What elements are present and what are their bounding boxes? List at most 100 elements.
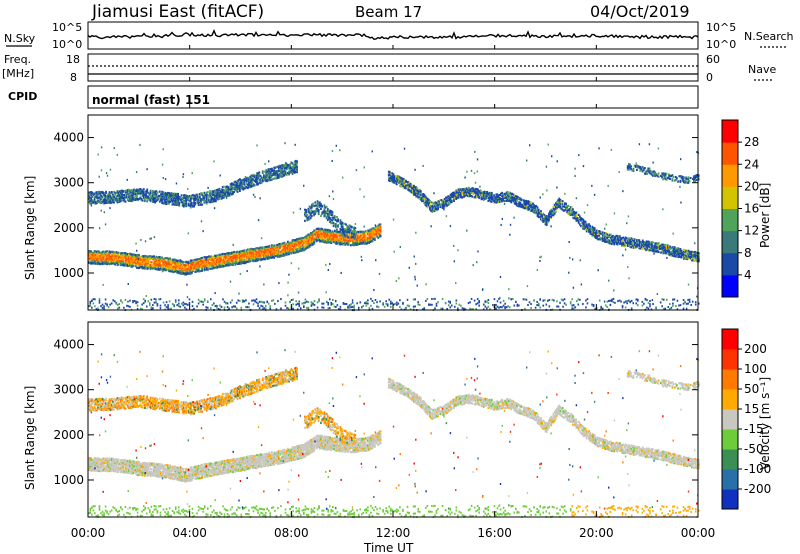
power-cell <box>645 248 648 252</box>
power-cell <box>122 257 125 260</box>
power-cell <box>168 196 170 199</box>
power-cell <box>189 199 192 202</box>
power-cell <box>236 257 239 260</box>
power-cell <box>180 272 183 275</box>
power-cell <box>502 196 505 199</box>
power-cell <box>601 237 604 240</box>
power-cell <box>685 255 688 258</box>
power-cell <box>650 244 653 247</box>
power-cell <box>112 193 114 196</box>
power-cell <box>556 204 558 208</box>
power-cell <box>146 264 149 267</box>
power-cell <box>423 196 426 200</box>
power-cell <box>168 300 171 303</box>
power-cell <box>149 199 152 202</box>
power-cell <box>609 241 612 244</box>
power-cell <box>195 266 198 269</box>
power-cell <box>354 241 357 245</box>
power-cell <box>228 307 230 310</box>
power-cell <box>158 298 160 301</box>
power-cell <box>226 263 229 266</box>
power-cell <box>641 242 644 245</box>
power-cell <box>359 238 361 241</box>
power-cell <box>432 206 435 209</box>
power-cell <box>157 256 160 259</box>
power-cell <box>291 239 294 242</box>
power-cell <box>268 256 271 259</box>
power-cell <box>172 202 175 205</box>
power-cell <box>117 191 120 194</box>
power-cell <box>481 194 484 197</box>
power-cell <box>533 206 535 210</box>
power-cell <box>277 169 280 172</box>
power-cell <box>398 181 401 184</box>
power-cell <box>308 244 311 247</box>
power-cell <box>158 255 161 259</box>
power-cell <box>100 252 103 256</box>
power-cell <box>607 240 610 243</box>
power-cell <box>331 232 334 235</box>
power-cell <box>631 244 634 247</box>
power-cell <box>357 231 360 234</box>
power-cell <box>292 167 295 171</box>
power-cell <box>218 187 221 191</box>
power-cell <box>581 217 584 221</box>
power-cell <box>697 257 700 260</box>
power-cell <box>104 262 106 265</box>
power-cell <box>329 220 332 224</box>
power-cell <box>364 230 367 233</box>
power-cell <box>102 255 105 258</box>
power-cell <box>352 243 355 247</box>
power-cell <box>496 198 499 201</box>
power-cell <box>199 300 201 303</box>
power-cell <box>304 245 306 249</box>
power-cell <box>154 260 157 263</box>
power-cell <box>153 193 155 197</box>
power-cell <box>161 256 163 259</box>
power-cell <box>114 263 117 266</box>
power-cell <box>596 229 598 232</box>
power-cell <box>200 203 202 206</box>
power-cell <box>212 261 215 265</box>
power-cell <box>663 172 666 175</box>
power-cell <box>225 264 228 267</box>
power-cell <box>617 241 620 244</box>
power-cell <box>314 210 317 213</box>
power-cell <box>197 262 200 265</box>
power-cell <box>252 252 255 256</box>
power-cell <box>686 177 689 181</box>
power-cell <box>288 246 290 250</box>
power-cell <box>107 255 110 258</box>
power-cell <box>211 192 214 195</box>
power-cell <box>391 180 394 183</box>
power-cell <box>284 246 287 250</box>
power-cell <box>359 242 361 245</box>
power-cell <box>695 174 698 177</box>
power-cell <box>674 250 677 253</box>
power-cell <box>376 232 379 235</box>
power-cell <box>418 195 421 198</box>
power-cell <box>152 192 154 195</box>
power-cell <box>635 168 638 172</box>
power-cell <box>187 202 190 205</box>
power-cell <box>272 172 274 175</box>
power-cell <box>480 192 483 195</box>
freq-tick-18: 18 <box>66 53 80 66</box>
power-cell <box>256 180 258 183</box>
power-cell <box>440 203 443 206</box>
power-cell <box>575 211 578 214</box>
power-cell <box>610 238 613 241</box>
power-cell <box>225 255 228 258</box>
power-cell <box>276 246 279 249</box>
power-cell <box>105 257 107 260</box>
power-cell <box>282 174 285 177</box>
power-cell <box>216 261 218 264</box>
power-cell <box>90 253 93 257</box>
power-cell <box>170 199 173 202</box>
station-title: Jiamusi East (fitACF) <box>91 2 264 22</box>
power-cell <box>218 195 221 198</box>
power-cell <box>473 191 476 194</box>
power-cell <box>345 223 348 226</box>
power-cell <box>329 239 332 242</box>
power-cell <box>629 239 632 242</box>
